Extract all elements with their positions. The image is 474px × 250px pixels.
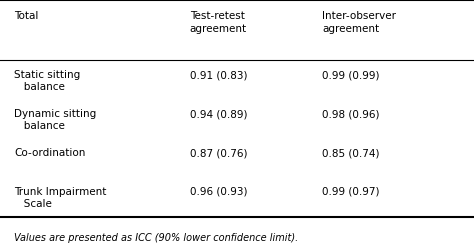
Text: 0.91 (0.83): 0.91 (0.83) xyxy=(190,70,247,80)
Text: Inter-observer
agreement: Inter-observer agreement xyxy=(322,11,396,34)
Text: 0.99 (0.99): 0.99 (0.99) xyxy=(322,70,380,80)
Text: Trunk Impairment
   Scale: Trunk Impairment Scale xyxy=(14,186,107,208)
Text: 0.85 (0.74): 0.85 (0.74) xyxy=(322,148,380,158)
Text: Total: Total xyxy=(14,11,38,21)
Text: 0.94 (0.89): 0.94 (0.89) xyxy=(190,109,247,119)
Text: Values are presented as ICC (90% lower confidence limit).: Values are presented as ICC (90% lower c… xyxy=(14,232,299,242)
Text: 0.99 (0.97): 0.99 (0.97) xyxy=(322,186,380,196)
Text: 0.98 (0.96): 0.98 (0.96) xyxy=(322,109,380,119)
Text: Dynamic sitting
   balance: Dynamic sitting balance xyxy=(14,109,97,130)
Text: 0.87 (0.76): 0.87 (0.76) xyxy=(190,148,247,158)
Text: Co-ordination: Co-ordination xyxy=(14,148,86,158)
Text: Test-retest
agreement: Test-retest agreement xyxy=(190,11,247,34)
Text: 0.96 (0.93): 0.96 (0.93) xyxy=(190,186,247,196)
Text: Static sitting
   balance: Static sitting balance xyxy=(14,70,81,92)
